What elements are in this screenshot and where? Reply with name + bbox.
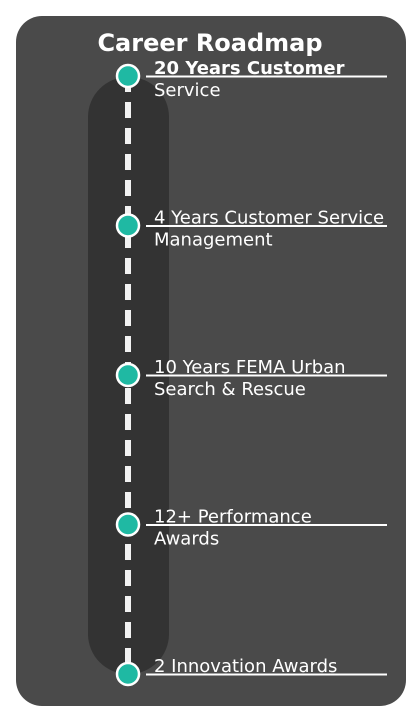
milestone-label-line1: 20 Years Customer	[154, 58, 345, 79]
milestone-node	[115, 362, 141, 388]
milestone-node	[115, 512, 141, 537]
milestone-label-line2: Management	[154, 230, 273, 251]
milestone-item: 2 Innovation Awards	[115, 656, 387, 687]
milestone-label-line2: Service	[154, 80, 221, 101]
milestone-node	[115, 661, 141, 687]
milestone-label-line1: 4 Years Customer Service	[154, 208, 384, 229]
roadmap-title: Career Roadmap	[97, 29, 322, 57]
milestone-node	[115, 213, 141, 238]
milestone-label-line2: Search & Rescue	[154, 379, 306, 400]
milestone-label-line1: 10 Years FEMA Urban	[154, 357, 346, 378]
milestone-label-line1: 2 Innovation Awards	[154, 656, 337, 677]
milestone-label-line2: Awards	[154, 529, 219, 550]
milestone-node	[115, 63, 141, 89]
milestone-label-line1: 12+ Performance	[154, 507, 312, 528]
